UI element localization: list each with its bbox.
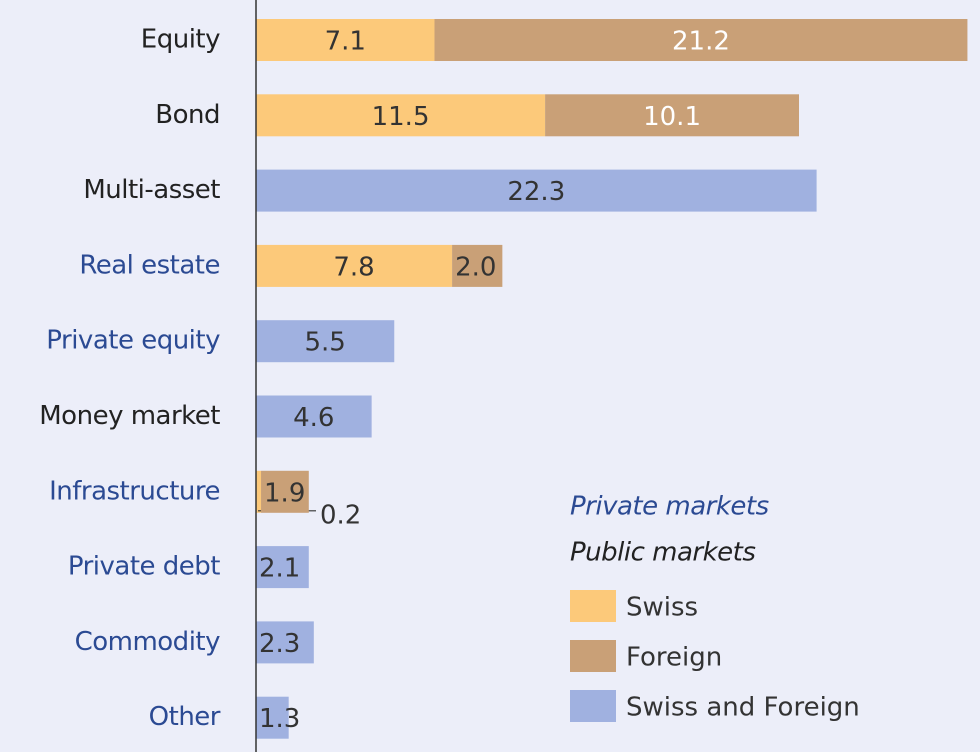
value-label: 2.0	[455, 252, 496, 282]
category-label: Real estate	[79, 250, 220, 280]
value-label: 2.1	[259, 554, 300, 584]
category-label: Infrastructure	[49, 476, 220, 506]
bar-segment	[256, 19, 435, 61]
bar-segment	[452, 244, 503, 287]
bar-segment	[256, 696, 289, 739]
bar-segment	[256, 470, 262, 513]
value-label: 1.3	[259, 704, 300, 734]
value-label: 2.3	[259, 629, 300, 659]
value-label: 5.5	[304, 328, 345, 358]
value-label: 7.1	[325, 27, 366, 57]
bar-segment	[256, 94, 546, 137]
bar-segment	[256, 546, 309, 589]
category-label: Equity	[141, 25, 220, 55]
category-label: Private equity	[46, 326, 220, 356]
value-label: 10.1	[643, 102, 701, 132]
bar-segment	[256, 621, 314, 664]
bar-segment	[545, 94, 799, 137]
value-label: 0.2	[320, 500, 361, 530]
value-label: 22.3	[507, 177, 565, 207]
category-label: Money market	[39, 401, 220, 431]
category-label: Other	[149, 702, 221, 732]
bar-segment	[256, 169, 817, 212]
value-label: 11.5	[372, 102, 430, 132]
category-label: Private debt	[68, 552, 220, 582]
bar-segment	[261, 470, 309, 513]
value-label: 7.8	[333, 252, 374, 282]
category-label: Commodity	[75, 627, 221, 657]
legend-label: Swiss	[626, 593, 698, 623]
legend-label: Foreign	[626, 643, 722, 673]
bar-segment	[256, 395, 372, 438]
legend-swatch	[570, 590, 616, 622]
bar-segment	[434, 19, 968, 61]
value-label: 1.9	[264, 478, 305, 508]
category-label: Bond	[155, 100, 220, 130]
legend-swatch	[570, 640, 616, 672]
category-label: Multi-asset	[83, 175, 220, 205]
legend-swatch	[570, 690, 616, 722]
value-label: 21.2	[672, 27, 730, 57]
bar-segment	[256, 244, 453, 287]
legend-group: Private markets	[570, 492, 769, 522]
bar-segment	[256, 320, 395, 363]
legend-group: Public markets	[570, 538, 755, 568]
value-label: 4.6	[293, 403, 334, 433]
legend-label: Swiss and Foreign	[626, 693, 860, 723]
